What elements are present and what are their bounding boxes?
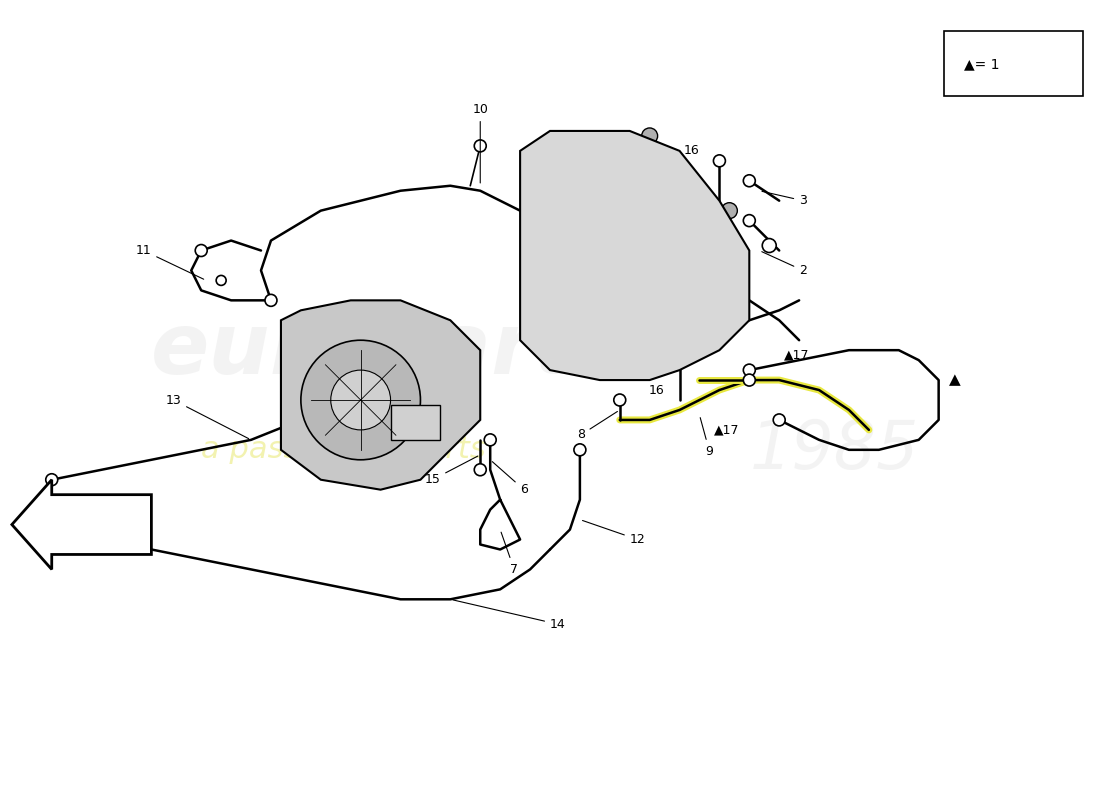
Text: 6: 6 [493, 462, 528, 496]
Circle shape [714, 234, 725, 246]
Circle shape [46, 474, 57, 486]
Circle shape [331, 370, 390, 430]
Circle shape [744, 364, 756, 376]
Circle shape [722, 202, 737, 218]
Circle shape [484, 434, 496, 446]
Text: 1985: 1985 [749, 417, 918, 483]
FancyBboxPatch shape [944, 31, 1084, 96]
Text: 2: 2 [762, 252, 807, 277]
Circle shape [522, 312, 538, 328]
Bar [390, 405, 440, 440]
Text: ▲17: ▲17 [714, 423, 740, 436]
Circle shape [714, 155, 725, 167]
Circle shape [773, 414, 785, 426]
Circle shape [542, 138, 558, 154]
Circle shape [474, 464, 486, 476]
Circle shape [672, 342, 688, 358]
Circle shape [265, 294, 277, 306]
Circle shape [732, 273, 747, 288]
Polygon shape [280, 300, 481, 490]
Text: 10: 10 [472, 103, 488, 183]
Text: 14: 14 [453, 600, 565, 630]
Circle shape [641, 128, 658, 144]
Text: 11: 11 [135, 244, 204, 279]
Text: 16: 16 [649, 383, 664, 397]
Circle shape [744, 174, 756, 186]
Circle shape [344, 394, 356, 406]
Polygon shape [520, 131, 749, 380]
Text: ▲= 1: ▲= 1 [964, 57, 999, 71]
Text: 8: 8 [576, 411, 617, 442]
Text: ▲17: ▲17 [784, 349, 810, 362]
Circle shape [544, 220, 556, 231]
Text: 7: 7 [502, 532, 518, 576]
Text: 9: 9 [701, 418, 714, 458]
Text: 15: 15 [425, 456, 477, 486]
Text: 12: 12 [583, 521, 646, 546]
Text: 16: 16 [684, 144, 700, 158]
Text: a passion for parts: a passion for parts [201, 435, 486, 464]
Circle shape [574, 444, 586, 456]
Circle shape [744, 214, 756, 226]
Circle shape [614, 394, 626, 406]
Text: europarts: europarts [152, 309, 627, 392]
Circle shape [195, 245, 207, 257]
Circle shape [301, 340, 420, 460]
Circle shape [762, 238, 777, 253]
Circle shape [744, 374, 756, 386]
Circle shape [474, 140, 486, 152]
Polygon shape [12, 480, 152, 570]
Text: ▲: ▲ [948, 373, 960, 387]
Text: 3: 3 [762, 191, 807, 207]
Text: 13: 13 [165, 394, 249, 438]
Circle shape [217, 275, 227, 286]
